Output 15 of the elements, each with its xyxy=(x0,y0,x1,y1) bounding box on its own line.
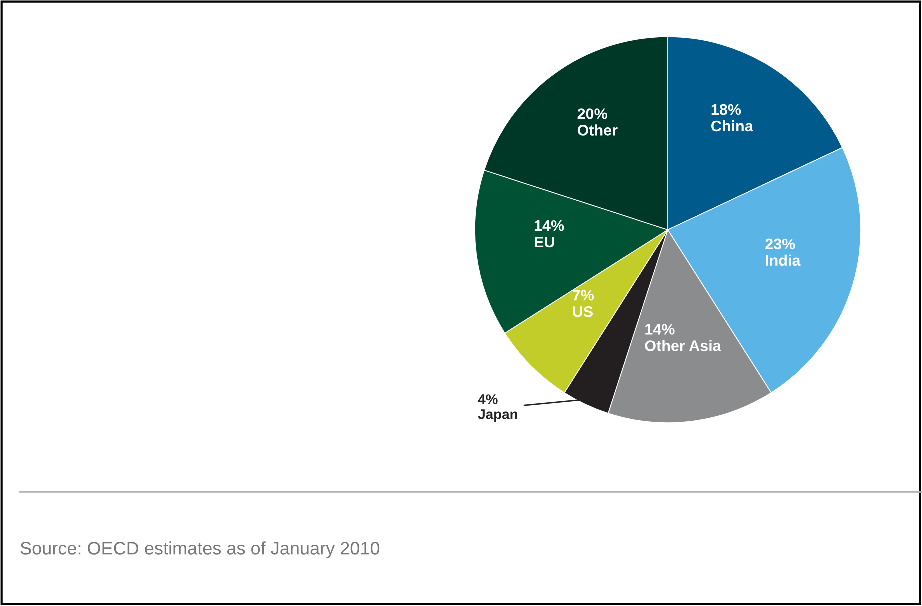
data-label: 7% xyxy=(573,290,594,301)
slice-label: EU xyxy=(535,237,554,248)
data-label: 20% xyxy=(578,108,608,120)
data-label: 18% xyxy=(712,104,742,116)
data-label: 14% xyxy=(534,220,564,232)
data-label: 4% xyxy=(478,394,498,404)
data-label: 23% xyxy=(766,238,796,250)
data-label: 14% xyxy=(646,324,675,335)
slice-label: Other Asia xyxy=(645,340,722,352)
slice-label: US xyxy=(573,306,593,318)
slice-label: China xyxy=(712,120,754,132)
source-note: Source: OECD estimates as of January 2010 xyxy=(20,542,380,558)
slice-label: Japan xyxy=(478,410,518,422)
slice-label: India xyxy=(766,254,801,266)
slice-label: Other xyxy=(578,124,618,136)
